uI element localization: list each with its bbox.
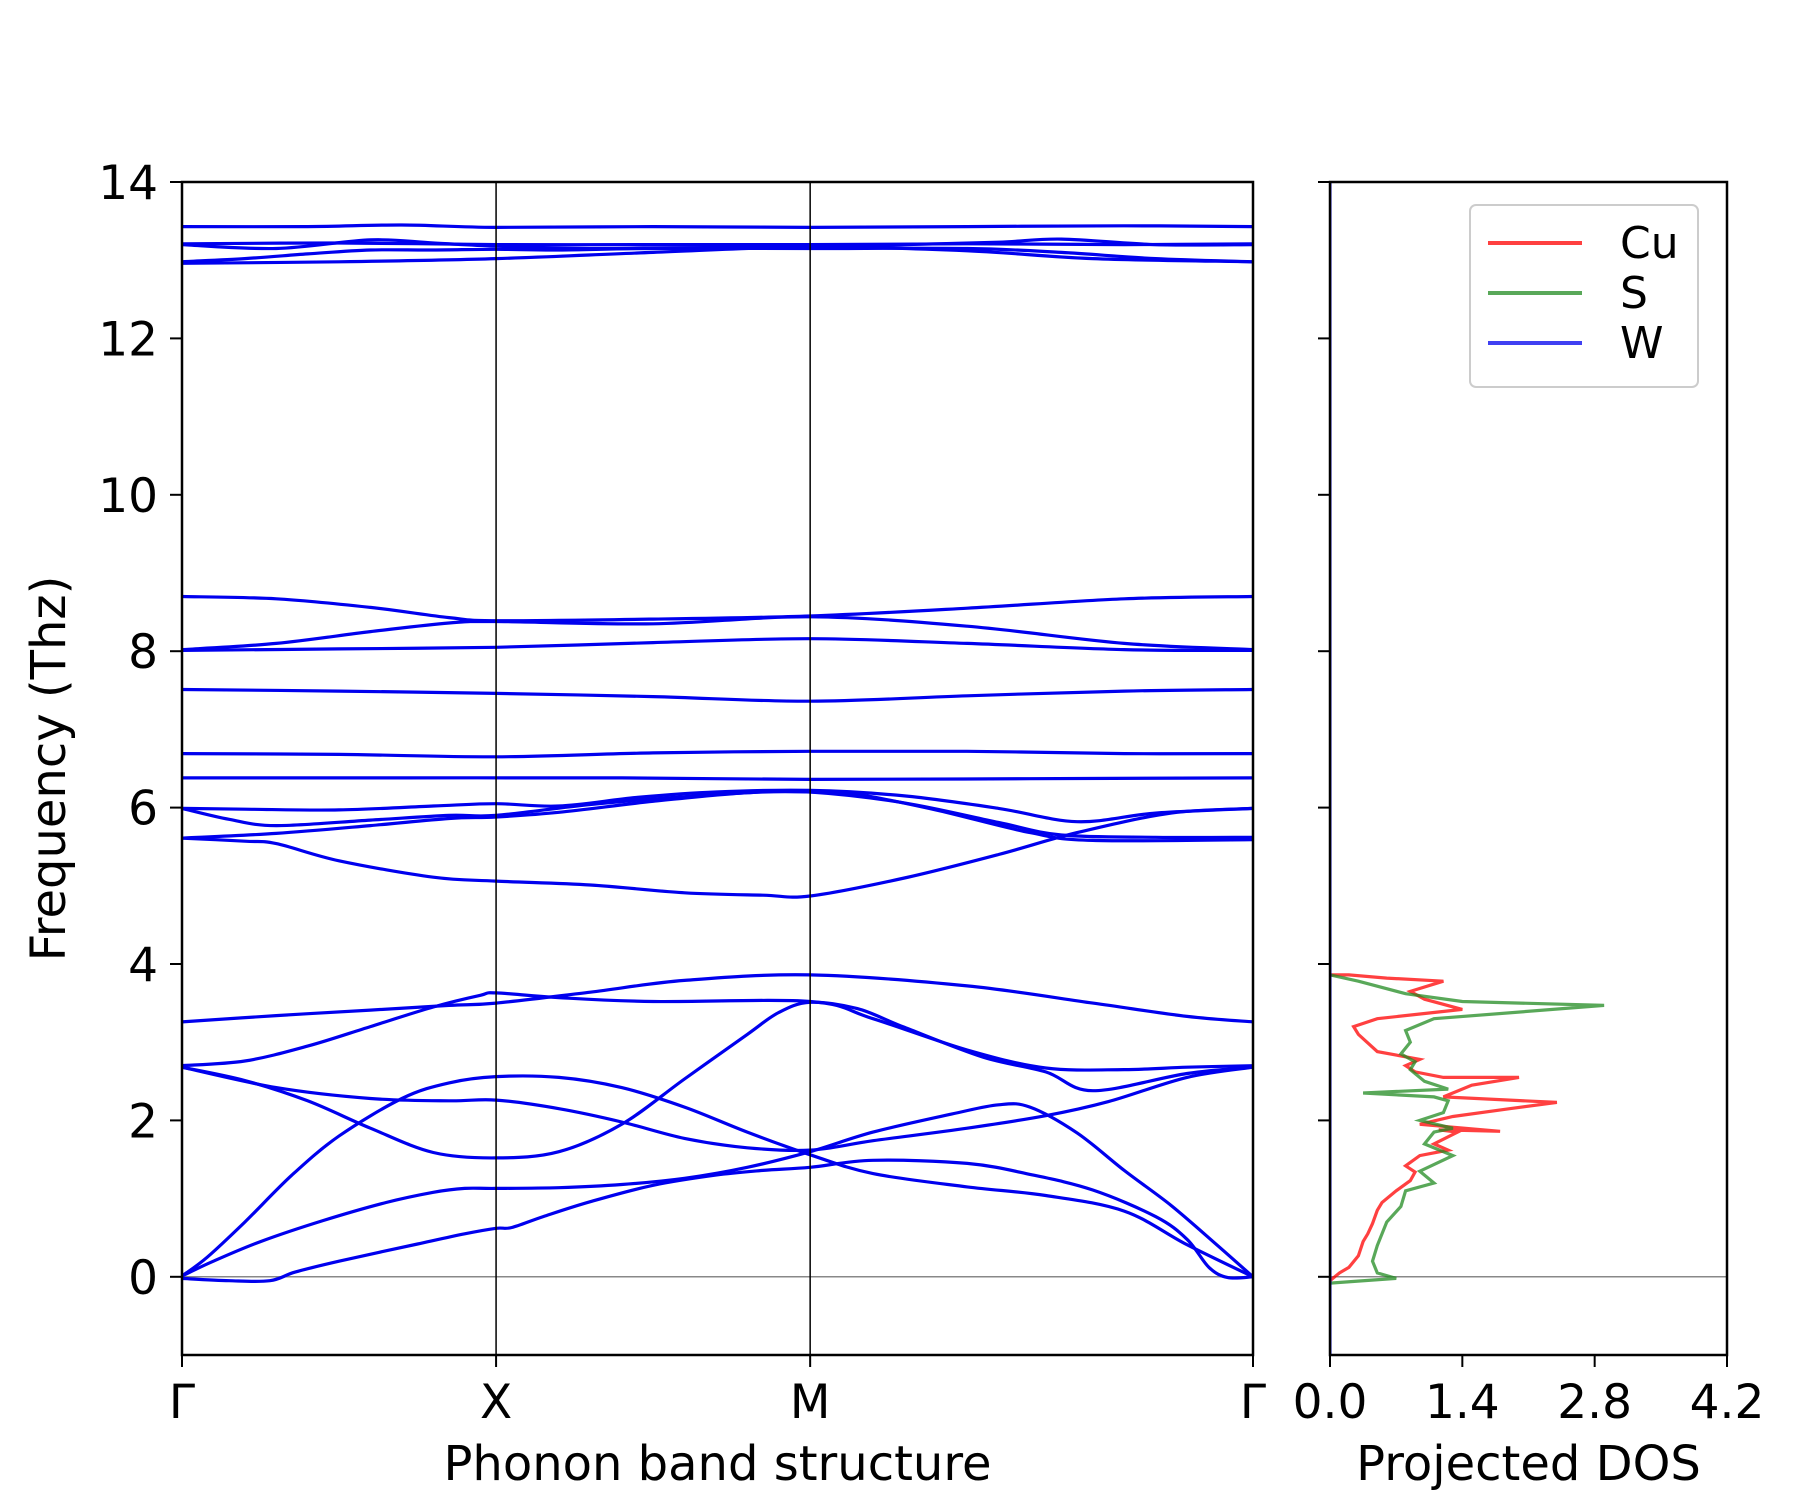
x-tick-label: X [480, 1375, 512, 1430]
band-9 [181, 806, 1254, 899]
band-4 [181, 1000, 1254, 1160]
band-plot-frame [180, 180, 1255, 1357]
band-7 [181, 973, 1254, 1024]
legend-label-W: W [1620, 318, 1664, 369]
band-8 [181, 789, 1254, 840]
y-tick-label: 6 [128, 782, 158, 837]
band-19 [181, 245, 1254, 265]
band-14 [181, 687, 1254, 703]
dos-plot-frame [1328, 180, 1729, 1357]
dos-lines [1330, 182, 1727, 1355]
dos-x-tick-label: 0.0 [1293, 1375, 1368, 1430]
band-15 [181, 637, 1254, 653]
band-3 [181, 1074, 1254, 1279]
dos-x-tick-label: 4.2 [1690, 1375, 1765, 1430]
dos-x-ticks: 0.0 1.4 2.8 4.2 [1293, 1355, 1765, 1430]
x-axis-title: Phonon band structure [443, 1436, 991, 1492]
band-5 [181, 1065, 1254, 1153]
band-structure-panel: 0 2 4 6 8 10 12 14 Γ X M Γ Phonon band structure F… [21, 156, 1266, 1492]
band-12 [182, 776, 1254, 782]
dos-y-ticks [1318, 181, 1330, 1278]
y-tick-label: 14 [98, 156, 158, 211]
band-17 [181, 594, 1254, 623]
y-tick-label: 0 [128, 1251, 158, 1306]
dos-series-S [1330, 973, 1605, 1285]
y-tick-label: 2 [128, 1094, 158, 1149]
band-6 [181, 991, 1254, 1072]
band-16 [181, 615, 1254, 652]
x-tick-label: M [790, 1375, 831, 1430]
dos-x-tick-label: 1.4 [1425, 1375, 1500, 1430]
x-tick-label: Γ [169, 1375, 195, 1430]
legend-label-Cu: Cu [1620, 218, 1679, 269]
legend-label-S: S [1620, 268, 1648, 319]
band-22 [181, 223, 1254, 230]
band-13 [181, 749, 1254, 759]
high-symmetry-lines [495, 182, 811, 1355]
band-21 [181, 241, 1254, 247]
dos-x-tick-label: 2.8 [1557, 1375, 1632, 1430]
dos-x-axis-title: Projected DOS [1356, 1436, 1701, 1492]
x-tick-label: Γ [1240, 1375, 1266, 1430]
y-tick-label: 10 [98, 469, 158, 524]
band-11 [181, 788, 1254, 824]
band-20 [181, 237, 1254, 251]
band-2 [181, 1102, 1255, 1279]
y-axis-ticks: 0 2 4 6 8 10 12 14 [98, 156, 182, 1306]
band-lines [181, 223, 1255, 1284]
y-tick-label: 12 [98, 312, 158, 367]
y-tick-label: 8 [128, 625, 158, 680]
dos-series-Cu [1330, 973, 1558, 1282]
y-tick-label: 4 [128, 938, 158, 993]
band-10 [181, 789, 1254, 843]
band-1 [181, 1158, 1254, 1284]
y-axis-title: Frequency (Thz) [21, 576, 77, 962]
